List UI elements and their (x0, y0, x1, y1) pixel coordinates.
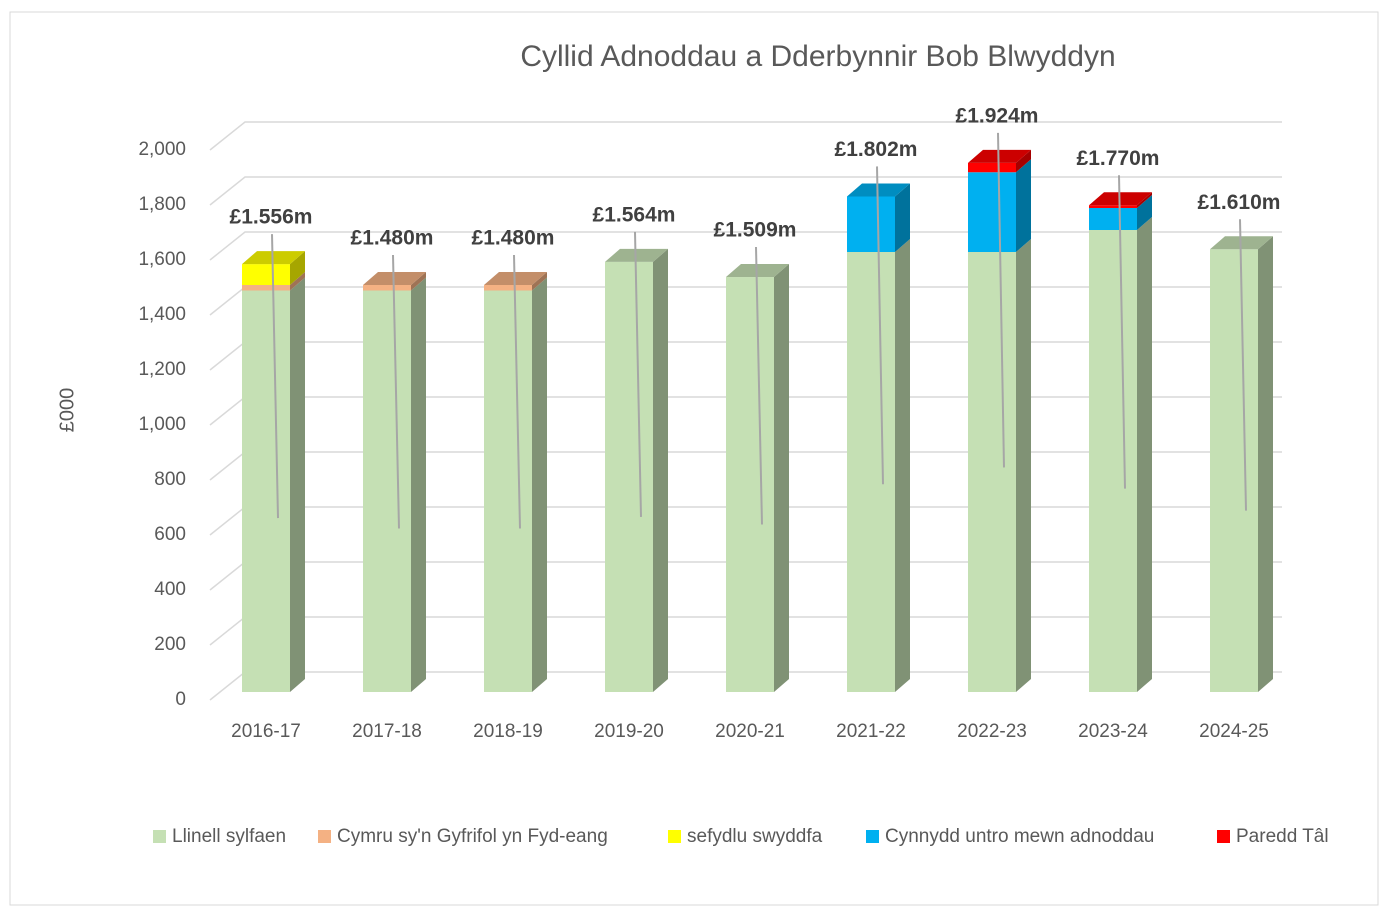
x-tick-label: 2020-21 (715, 721, 785, 742)
grid-line (209, 231, 1282, 261)
bar-segment (1089, 205, 1137, 208)
bar-side (774, 264, 789, 692)
bar-side (1137, 192, 1152, 208)
bar-segment (968, 162, 1016, 173)
legend-label: Paredd Tâl (1236, 826, 1329, 847)
grid-line (209, 121, 1282, 151)
x-tick-label: 2023-24 (1078, 721, 1148, 742)
leader-line (271, 234, 279, 519)
bar-segment (363, 285, 411, 291)
y-tick-label: 1,600 (138, 249, 186, 270)
leader-line (1239, 219, 1247, 511)
bar-side (290, 277, 305, 692)
bar-top (1089, 192, 1152, 206)
legend-label: Llinell sylfaen (172, 826, 286, 847)
data-label: £1.924m (956, 104, 1039, 127)
legend-swatch (153, 830, 166, 843)
bar-top (1210, 236, 1273, 250)
bar-segment (484, 285, 532, 291)
bar-segment (847, 196, 895, 252)
bar-side (895, 239, 910, 692)
leader-line (755, 247, 763, 525)
bar-side (290, 251, 305, 285)
bar-segment (726, 277, 774, 692)
y-tick-label: 1,400 (138, 304, 186, 325)
data-label: £1.556m (230, 206, 313, 229)
data-label: £1.480m (472, 227, 555, 250)
bar-segment (1210, 249, 1258, 692)
data-label: £1.610m (1198, 191, 1281, 214)
bar-segment (1089, 230, 1137, 692)
leader-line (876, 166, 884, 485)
y-tick-label: 1,000 (138, 414, 186, 435)
bar-segment (1089, 208, 1137, 230)
x-tick-label: 2021-22 (836, 721, 906, 742)
bar-side (1258, 236, 1273, 692)
bar-side (1016, 239, 1031, 692)
chart-title: Cyllid Adnoddau a Dderbynnir Bob Blwyddy… (520, 40, 1115, 73)
bar-segment (847, 252, 895, 692)
y-tick-label: 200 (154, 634, 186, 655)
legend-swatch (866, 830, 879, 843)
legend-label: Cymru sy'n Gyfrifol yn Fyd-eang (337, 826, 608, 847)
x-tick-label: 2024-25 (1199, 721, 1269, 742)
legend-swatch (1217, 830, 1230, 843)
bar-segment (484, 290, 532, 692)
bar-side (1016, 159, 1031, 252)
bar-segment (968, 172, 1016, 252)
y-tick-label: 1,800 (138, 194, 186, 215)
x-tick-label: 2018-19 (473, 721, 543, 742)
bar-side (532, 272, 547, 291)
leader-line (634, 231, 642, 517)
bar-top (605, 248, 668, 262)
y-tick-label: 1,200 (138, 359, 186, 380)
bar-top (242, 251, 305, 265)
leader-line (1118, 175, 1126, 489)
leader-line (513, 254, 521, 529)
x-tick-label: 2017-18 (352, 721, 422, 742)
bar-segment (242, 290, 290, 692)
bar-top (847, 183, 910, 197)
bar-side (1137, 217, 1152, 692)
data-label: £1.802m (835, 138, 918, 161)
bar-side (1016, 149, 1031, 173)
y-tick-label: 800 (154, 469, 186, 490)
x-tick-label: 2019-20 (594, 721, 664, 742)
data-label: £1.770m (1077, 147, 1160, 170)
bar-side (411, 277, 426, 692)
legend-label: sefydlu swyddfa (687, 826, 823, 847)
data-label: £1.509m (714, 219, 797, 242)
legend-swatch (668, 830, 681, 843)
bar-segment (605, 261, 653, 692)
bar-segment (363, 290, 411, 692)
data-label: £1.480m (351, 227, 434, 250)
x-tick-label: 2016-17 (231, 721, 301, 742)
leader-line (392, 254, 400, 529)
bar-top (968, 149, 1031, 163)
bar-segment (242, 285, 290, 291)
y-axis-label: £000 (56, 388, 78, 433)
bar-side (1137, 195, 1152, 230)
bar-segment (242, 264, 290, 285)
grid-line (209, 176, 1282, 206)
y-tick-label: 2,000 (138, 139, 186, 160)
legend-label: Cynnydd untro mewn adnoddau (885, 826, 1154, 847)
legend-swatch (318, 830, 331, 843)
y-tick-label: 600 (154, 524, 186, 545)
data-label: £1.564m (593, 203, 676, 226)
bar-segment (968, 252, 1016, 692)
bar-side (653, 248, 668, 692)
bar-side (895, 183, 910, 252)
y-tick-label: 400 (154, 579, 186, 600)
bar-side (411, 272, 426, 291)
x-tick-label: 2022-23 (957, 721, 1027, 742)
bar-side (532, 277, 547, 692)
y-tick-label: 0 (175, 689, 186, 710)
bar-side (290, 272, 305, 291)
leader-line (997, 132, 1005, 468)
